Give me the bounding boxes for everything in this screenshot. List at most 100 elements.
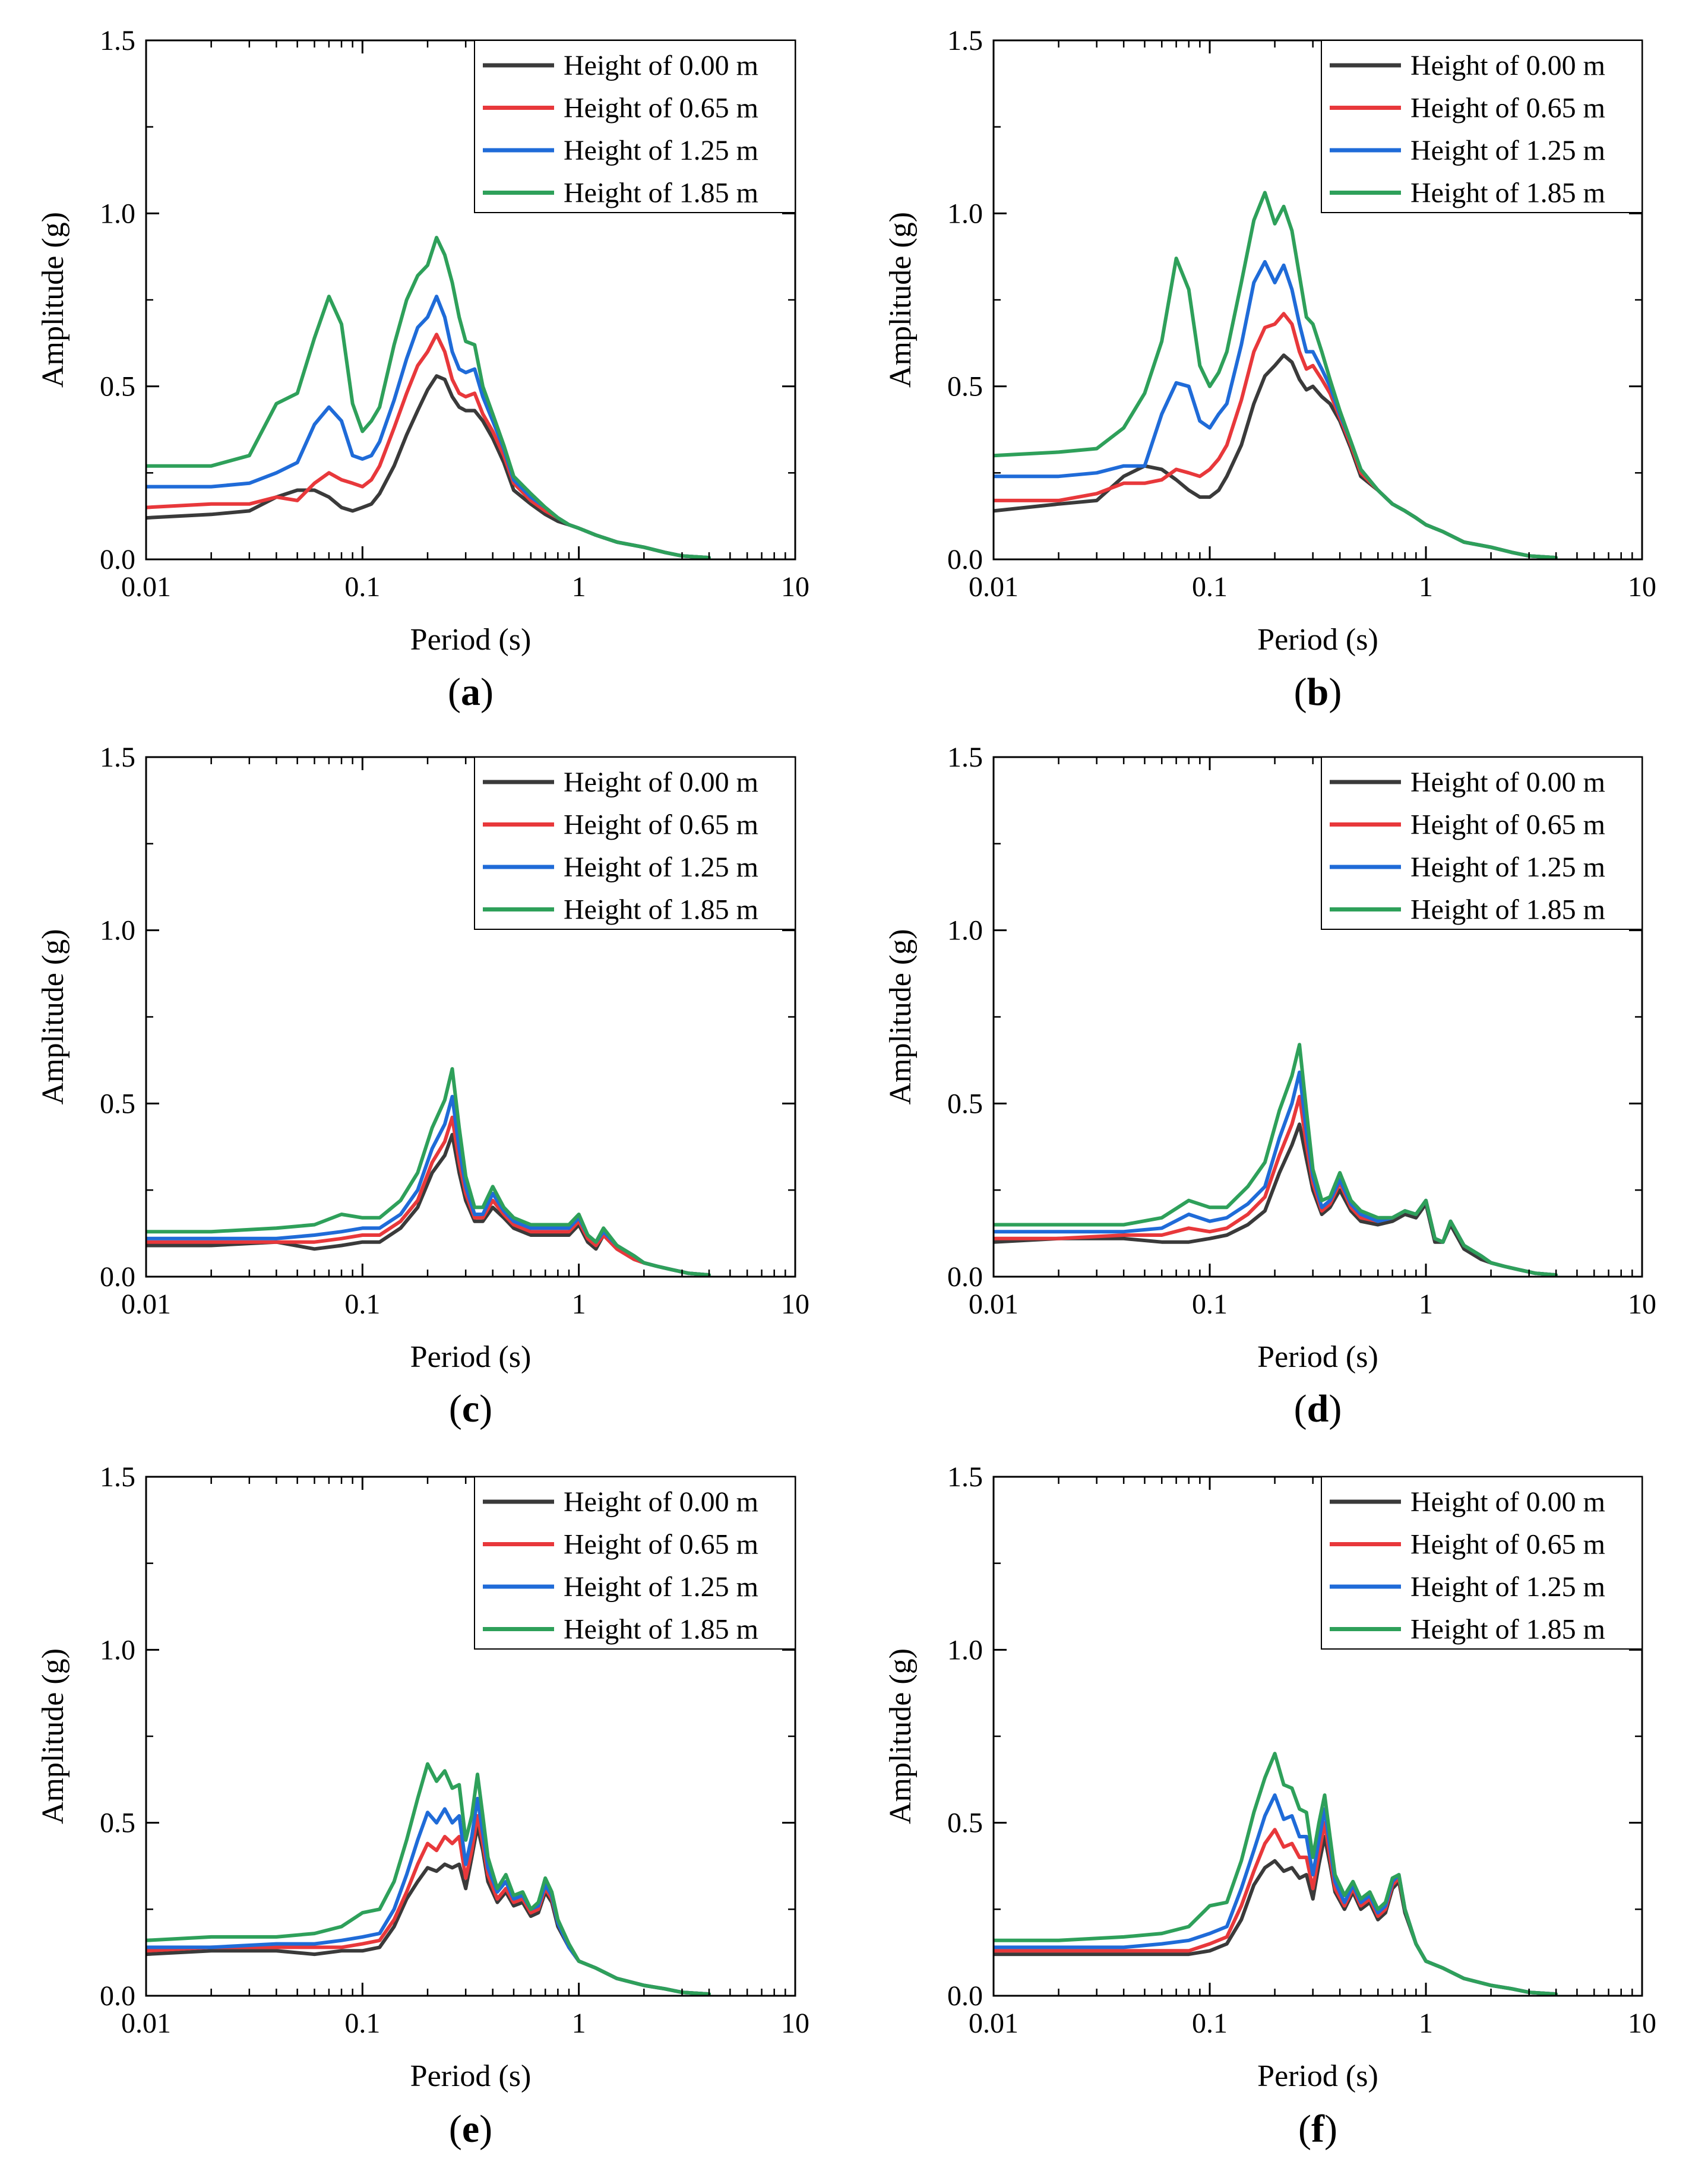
legend-label-3: Height of 1.25 m <box>1410 1571 1605 1603</box>
x-axis-title: Period (s) <box>410 1340 532 1374</box>
caption-open-paren: ( <box>1294 670 1307 714</box>
series-line-2 <box>994 1821 1558 1996</box>
panel-d: 0.01 0.1 1 10 0.0 0.5 1.0 1.5 Period (s) Amplitud… <box>884 742 1656 1430</box>
legend: Height of 0.00 m Height of 0.65 m Height o… <box>1321 1476 1643 1650</box>
x-tick-label: 10 <box>1628 1289 1656 1320</box>
x-tick-label: 0.1 <box>344 1289 380 1320</box>
legend-label-1: Height of 0.00 m <box>564 767 758 798</box>
legend-label-1: Height of 0.00 m <box>1410 1486 1605 1518</box>
series-line-2 <box>146 333 711 559</box>
y-tick-label: 0.5 <box>100 1808 135 1839</box>
legend-label-1: Height of 0.00 m <box>564 1486 758 1518</box>
legend-label-3: Height of 1.25 m <box>1410 852 1605 883</box>
series-line-2 <box>146 1814 711 1996</box>
legend-box <box>474 1476 796 1650</box>
legend-label-2: Height of 0.65 m <box>1410 809 1605 841</box>
panel-c: 0.01 0.1 1 10 0.0 0.5 1.0 1.5 Period (s) Amplitud… <box>36 742 809 1430</box>
series-line-1 <box>146 374 711 559</box>
legend: Height of 0.00 m Height of 0.65 m Height o… <box>474 757 796 930</box>
y-axis-title: Amplitude (g) <box>36 212 70 388</box>
panel-caption: (a) <box>448 670 494 714</box>
series-line-1 <box>146 1824 711 1996</box>
series-line-2 <box>994 312 1558 559</box>
series-line-4 <box>146 236 711 559</box>
y-tick-label: 1.5 <box>947 1461 983 1493</box>
caption-letter: b <box>1307 670 1329 714</box>
legend-label-4: Height of 1.85 m <box>1410 178 1605 209</box>
caption-close-paren: ) <box>479 1387 492 1430</box>
caption-letter: c <box>462 1387 479 1430</box>
x-axis-title: Period (s) <box>410 2059 532 2093</box>
y-tick-label: 1.5 <box>947 742 983 773</box>
legend-box <box>1321 1476 1643 1650</box>
y-tick-label: 0.0 <box>100 1980 135 2012</box>
x-tick-label: 10 <box>781 2008 809 2039</box>
caption-open-paren: ( <box>449 2107 462 2151</box>
panel-caption: (f) <box>1298 2107 1337 2151</box>
legend: Height of 0.00 m Height of 0.65 m Height o… <box>1321 757 1643 930</box>
x-tick-label: 1 <box>572 2008 586 2039</box>
legend-box <box>1321 40 1643 213</box>
x-tick-label: 1 <box>1419 1289 1433 1320</box>
y-tick-label: 1.5 <box>100 25 135 56</box>
caption-letter: e <box>462 2107 479 2151</box>
series-line-4 <box>146 1067 711 1277</box>
x-tick-label: 10 <box>1628 2008 1656 2039</box>
y-tick-label: 0.5 <box>100 371 135 403</box>
y-tick-label: 0.5 <box>947 371 983 403</box>
series-line-4 <box>994 1752 1558 1996</box>
caption-close-paren: ) <box>1324 2107 1337 2151</box>
series-line-4 <box>994 191 1558 559</box>
x-tick-label: 0.1 <box>344 2008 380 2039</box>
legend-label-2: Height of 0.65 m <box>1410 1529 1605 1561</box>
caption-close-paren: ) <box>480 670 494 714</box>
x-axis-title: Period (s) <box>410 623 532 657</box>
y-tick-label: 0.5 <box>947 1808 983 1839</box>
x-tick-label: 1 <box>572 571 586 603</box>
y-tick-label: 0.0 <box>947 1980 983 2012</box>
x-tick-label: 1 <box>1419 2008 1433 2039</box>
legend-label-2: Height of 0.65 m <box>564 809 758 841</box>
y-tick-label: 0.0 <box>947 544 983 575</box>
legend: Height of 0.00 m Height of 0.65 m Height o… <box>1321 40 1643 213</box>
legend-label-4: Height of 1.85 m <box>564 1614 758 1645</box>
x-tick-label: 0.01 <box>969 2008 1019 2039</box>
y-tick-label: 0.0 <box>100 544 135 575</box>
legend-box <box>474 757 796 930</box>
legend-label-4: Height of 1.85 m <box>1410 894 1605 926</box>
caption-letter: f <box>1311 2107 1325 2151</box>
panel-b: 0.01 0.1 1 10 0.0 0.5 1.0 1.5 Period (s) Amplitud… <box>884 25 1656 714</box>
panel-e: 0.01 0.1 1 10 0.0 0.5 1.0 1.5 Period (s) Amplitud… <box>36 1461 809 2151</box>
legend-label-2: Height of 0.65 m <box>1410 93 1605 124</box>
panel-caption: (b) <box>1294 670 1342 714</box>
caption-open-paren: ( <box>449 1387 462 1430</box>
x-tick-label: 0.1 <box>344 571 380 603</box>
y-axis-title: Amplitude (g) <box>36 1648 70 1824</box>
legend-label-4: Height of 1.85 m <box>564 894 758 926</box>
legend-label-2: Height of 0.65 m <box>564 93 758 124</box>
y-tick-label: 1.0 <box>100 1634 135 1666</box>
y-tick-label: 0.5 <box>947 1088 983 1119</box>
caption-close-paren: ) <box>479 2107 492 2151</box>
legend: Height of 0.00 m Height of 0.65 m Height o… <box>474 40 796 213</box>
series-group <box>994 1752 1558 1996</box>
series-line-3 <box>146 1796 711 1996</box>
caption-open-paren: ( <box>448 670 461 714</box>
legend-label-1: Height of 0.00 m <box>564 50 758 81</box>
y-tick-label: 0.0 <box>947 1261 983 1293</box>
y-tick-label: 1.0 <box>100 198 135 229</box>
series-line-1 <box>994 1835 1558 1996</box>
series-line-2 <box>146 1115 711 1277</box>
legend-box <box>1321 757 1643 930</box>
series-group <box>146 1067 711 1277</box>
series-group <box>146 1762 711 1996</box>
caption-letter: a <box>461 670 480 714</box>
panel-a: 0.01 0.1 1 10 0.0 0.5 1.0 1.5 Period (s) Amplitud… <box>36 25 809 714</box>
legend-label-2: Height of 0.65 m <box>564 1529 758 1561</box>
legend-box <box>474 40 796 213</box>
caption-open-paren: ( <box>1298 2107 1311 2151</box>
panel-caption: (d) <box>1294 1387 1342 1430</box>
series-line-4 <box>146 1762 711 1996</box>
